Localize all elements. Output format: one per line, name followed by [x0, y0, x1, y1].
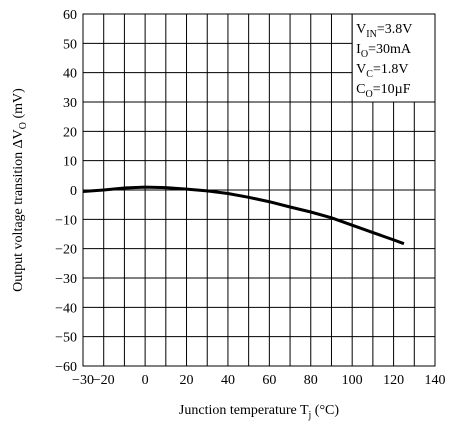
annotation: VIN=3.8V — [356, 22, 412, 40]
y-tick-label: −20 — [55, 243, 77, 258]
data-line — [82, 185, 405, 246]
y-tick-label: 20 — [63, 125, 77, 140]
x-tick-label: 140 — [425, 373, 446, 388]
y-tick-label: 30 — [63, 96, 77, 111]
x-tick-label: 120 — [383, 373, 404, 388]
annotation-main: C — [356, 82, 365, 97]
annotation: CO=10µF — [356, 82, 411, 100]
y-axis-label-after: (mV) — [11, 88, 26, 122]
x-axis-label: Junction temperature Tj (°C) — [179, 403, 339, 421]
y-tick-label: −40 — [55, 301, 77, 316]
y-axis-label: Output voltage transition ΔVO (mV) — [11, 88, 29, 292]
x-tick-label: 60 — [262, 373, 276, 388]
y-tick-label: 50 — [63, 37, 77, 52]
y-tick-label: 60 — [63, 8, 77, 23]
x-tick-label: 80 — [304, 373, 318, 388]
y-tick-label: −10 — [55, 213, 77, 228]
y-tick-label: −60 — [55, 360, 77, 375]
y-tick-label: 0 — [70, 184, 77, 199]
annotation: VC=1.8V — [356, 62, 408, 80]
x-tick-label: 40 — [221, 373, 235, 388]
x-axis-label-sub: j — [308, 410, 312, 421]
y-axis-label-sub: O — [18, 122, 29, 129]
annotation-main: I — [356, 42, 361, 57]
y-tick-label: 40 — [63, 67, 77, 82]
x-axis-label-main: Junction temperature T — [179, 403, 309, 418]
x-axis-label-after: (°C) — [311, 403, 339, 418]
annotation-main: V — [356, 62, 366, 77]
annotation-rest: =3.8V — [377, 22, 413, 37]
annotation-rest: =30mA — [368, 42, 412, 57]
y-tick-label: −50 — [55, 331, 77, 346]
x-tick-label: −20 — [93, 373, 115, 388]
annotation-main: V — [356, 22, 366, 37]
x-tick-label: 100 — [342, 373, 363, 388]
annotation: IO=30mA — [356, 42, 412, 60]
y-tick-label: −30 — [55, 272, 77, 287]
x-tick-label: −30 — [72, 373, 94, 388]
annotation-sub: IN — [366, 29, 377, 40]
annotation-sub: O — [366, 89, 373, 100]
y-axis-label-main: Output voltage transition ΔV — [11, 129, 26, 292]
annotation-sub: C — [366, 69, 373, 80]
x-tick-label: 0 — [142, 373, 149, 388]
annotation-rest: =1.8V — [373, 62, 409, 77]
annotation-sub: O — [361, 49, 368, 60]
x-tick-label: 20 — [180, 373, 194, 388]
y-tick-label: 10 — [63, 155, 77, 170]
annotation-rest: =10µF — [373, 82, 411, 97]
